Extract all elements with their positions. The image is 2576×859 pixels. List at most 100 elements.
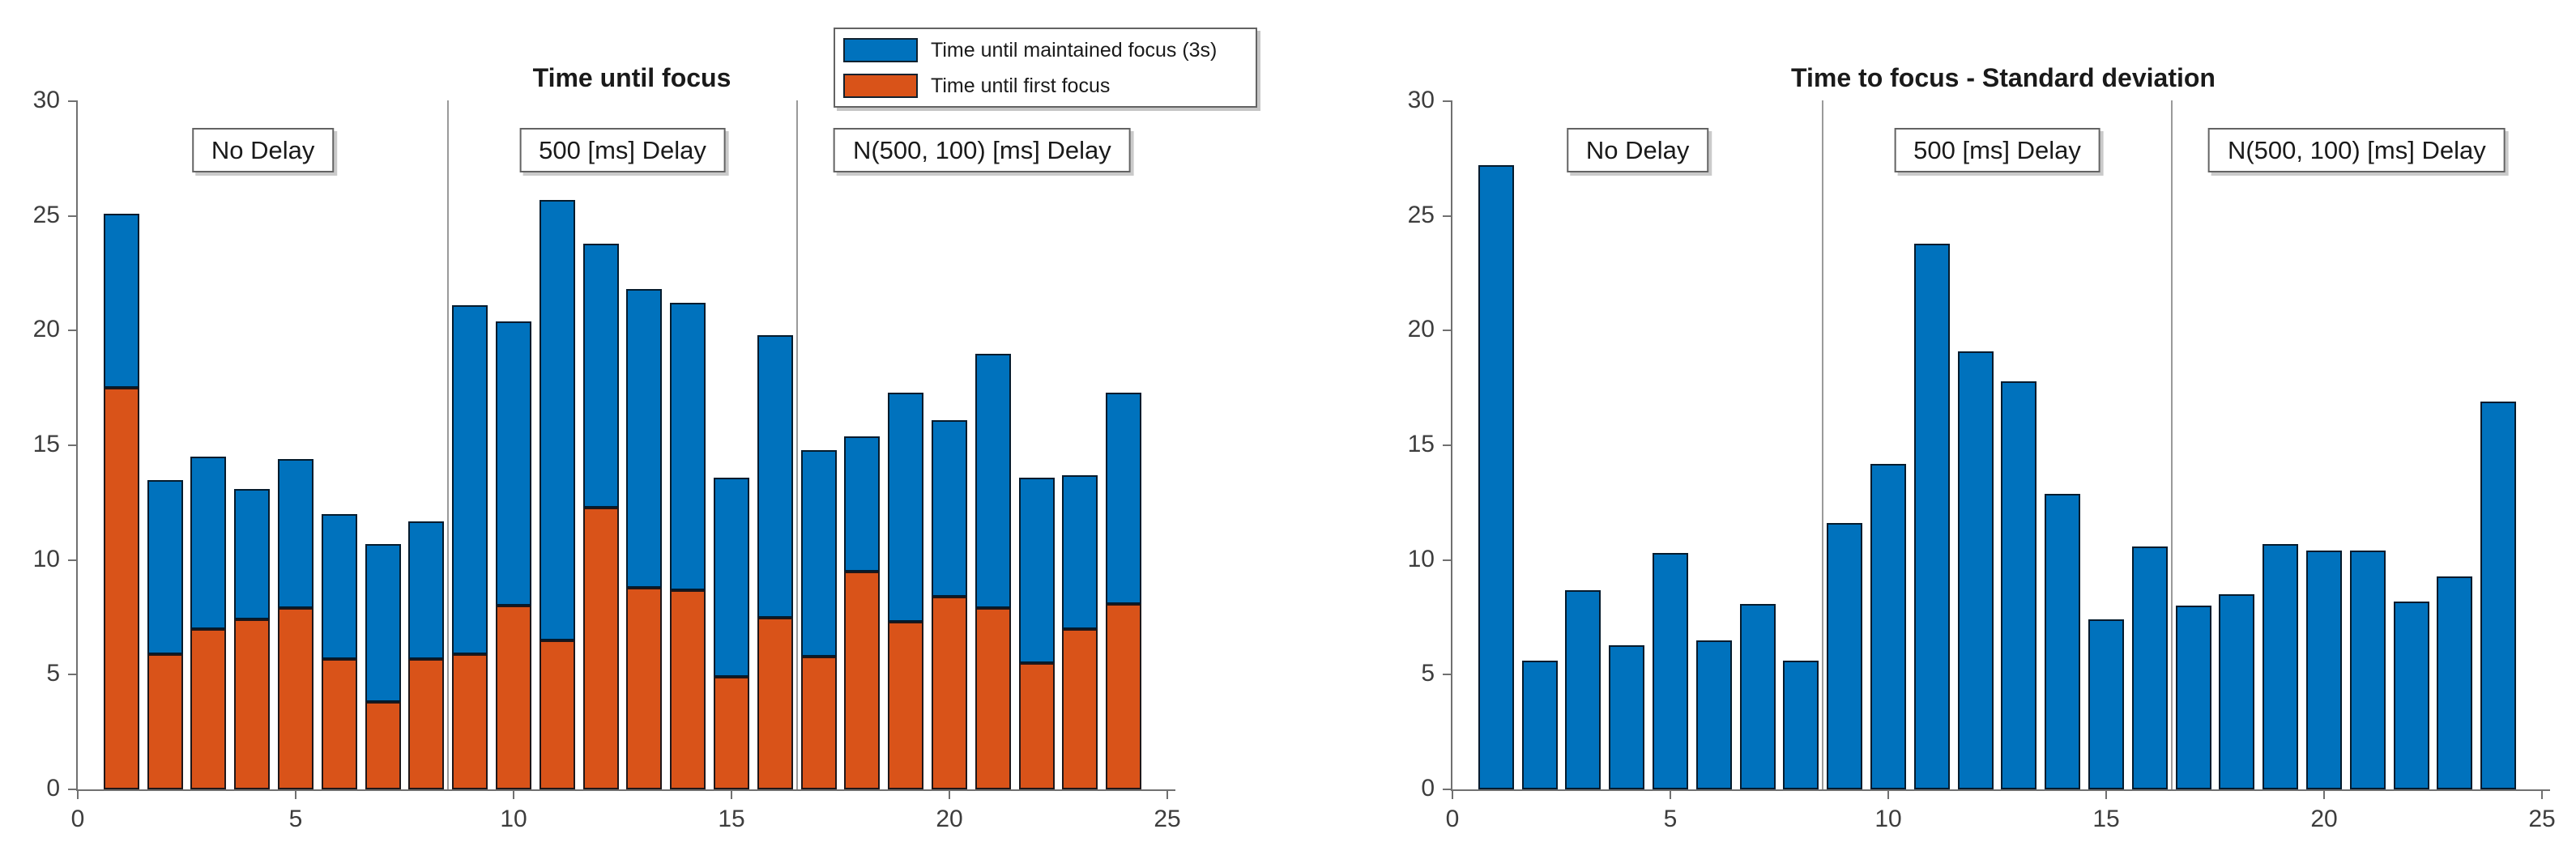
bar-segment-first-focus	[670, 589, 706, 789]
region-label: No Delay	[191, 128, 335, 172]
bar-segment-first-focus	[234, 619, 271, 789]
y-tick-label: 20	[1407, 316, 1435, 343]
bar	[2088, 619, 2124, 789]
region-label: N(500, 100) [ms] Delay	[833, 128, 1131, 172]
x-tick-label: 20	[936, 806, 963, 832]
x-tick-label: 15	[718, 806, 745, 832]
y-tick-label: 0	[1421, 775, 1435, 802]
bar-segment-maintained-focus	[408, 521, 445, 659]
x-tick-label: 0	[1445, 806, 1460, 832]
bar-segment-first-focus	[365, 702, 401, 789]
bar	[2175, 606, 2211, 789]
y-tick	[1443, 559, 1451, 561]
bar-segment-maintained-focus	[932, 419, 967, 597]
y-tick-label: 30	[32, 87, 60, 114]
bar-segment-first-focus	[103, 388, 139, 789]
x-axis-line	[1451, 789, 2550, 791]
bar	[1695, 640, 1732, 789]
x-tick-label: 5	[288, 806, 303, 832]
x-tick	[2105, 791, 2107, 799]
region-label: 500 [ms] Delay	[519, 128, 726, 172]
bar	[2306, 551, 2342, 789]
bar	[1913, 243, 1950, 789]
bar-segment-maintained-focus	[496, 321, 531, 606]
y-axis-line	[1451, 100, 1452, 791]
legend: Time until maintained focus (3s) Time un…	[834, 28, 1257, 108]
x-tick	[1670, 791, 1671, 799]
y-tick	[1443, 444, 1451, 447]
bar	[1739, 603, 1776, 789]
x-tick	[949, 791, 950, 799]
y-tick-label: 0	[46, 775, 60, 802]
bar-segment-first-focus	[408, 658, 445, 789]
bar	[1521, 661, 1558, 789]
x-tick	[2323, 791, 2325, 799]
chart-title-left: Time until focus	[532, 63, 731, 92]
y-tick-label: 25	[32, 201, 60, 228]
region-separator-line	[1822, 100, 1824, 789]
bar	[2131, 546, 2168, 789]
y-tick	[1443, 789, 1451, 790]
bar-segment-maintained-focus	[975, 353, 1011, 609]
bar-segment-maintained-focus	[365, 543, 401, 703]
x-tick-label: 20	[2310, 806, 2338, 832]
bar-segment-first-focus	[626, 587, 663, 789]
bar-segment-first-focus	[1062, 628, 1098, 789]
legend-label-maintained-focus: Time until maintained focus (3s)	[931, 38, 1218, 62]
bar-segment-first-focus	[321, 658, 357, 789]
x-axis-line	[76, 789, 1175, 791]
y-tick	[68, 559, 76, 561]
bar-segment-maintained-focus	[714, 477, 749, 678]
bar	[1478, 165, 1514, 789]
bar	[2437, 576, 2473, 789]
bar	[2001, 381, 2037, 789]
region-separator-line	[795, 100, 798, 789]
bar-segment-first-focus	[582, 507, 619, 789]
bar-segment-maintained-focus	[278, 459, 313, 609]
bar-segment-first-focus	[147, 653, 183, 789]
y-tick-label: 15	[1407, 431, 1435, 458]
bar-segment-maintained-focus	[582, 243, 619, 508]
bar	[1565, 589, 1601, 789]
y-tick	[1443, 330, 1451, 332]
region-label: N(500, 100) [ms] Delay	[2207, 128, 2506, 172]
x-tick	[1887, 791, 1889, 799]
bar-segment-first-focus	[1018, 663, 1055, 789]
bar	[1609, 644, 1645, 789]
chart-title-right: Time to focus - Standard deviation	[1791, 63, 2216, 92]
y-tick	[68, 674, 76, 676]
bar-segment-maintained-focus	[539, 199, 575, 640]
bar	[1783, 661, 1819, 789]
x-tick	[1452, 791, 1453, 799]
bar	[2219, 594, 2255, 789]
bar-segment-first-focus	[190, 628, 227, 789]
bar-segment-first-focus	[932, 597, 967, 789]
bar-segment-maintained-focus	[1106, 392, 1142, 604]
legend-swatch-maintained-focus	[843, 38, 918, 62]
bar-segment-maintained-focus	[800, 449, 837, 657]
x-tick-label: 5	[1663, 806, 1678, 832]
x-tick	[77, 791, 79, 799]
bar-segment-first-focus	[452, 653, 488, 789]
bar	[2045, 493, 2081, 789]
bar	[1870, 463, 1906, 789]
bar-segment-maintained-focus	[190, 457, 227, 629]
bar	[2393, 601, 2429, 789]
bar	[1653, 553, 1688, 789]
x-tick	[731, 791, 732, 799]
legend-label-first-focus: Time until first focus	[931, 74, 1111, 97]
bar-segment-maintained-focus	[626, 289, 663, 588]
bar-segment-maintained-focus	[670, 303, 706, 590]
bar-segment-maintained-focus	[757, 335, 793, 618]
bar-segment-first-focus	[1106, 603, 1142, 789]
x-tick-label: 10	[1874, 806, 1902, 832]
bar-segment-maintained-focus	[888, 392, 924, 623]
bar-segment-maintained-focus	[1062, 474, 1098, 629]
bar-segment-first-focus	[714, 677, 749, 789]
bar	[2480, 402, 2517, 789]
y-tick	[68, 215, 76, 217]
x-tick-label: 25	[2528, 806, 2556, 832]
